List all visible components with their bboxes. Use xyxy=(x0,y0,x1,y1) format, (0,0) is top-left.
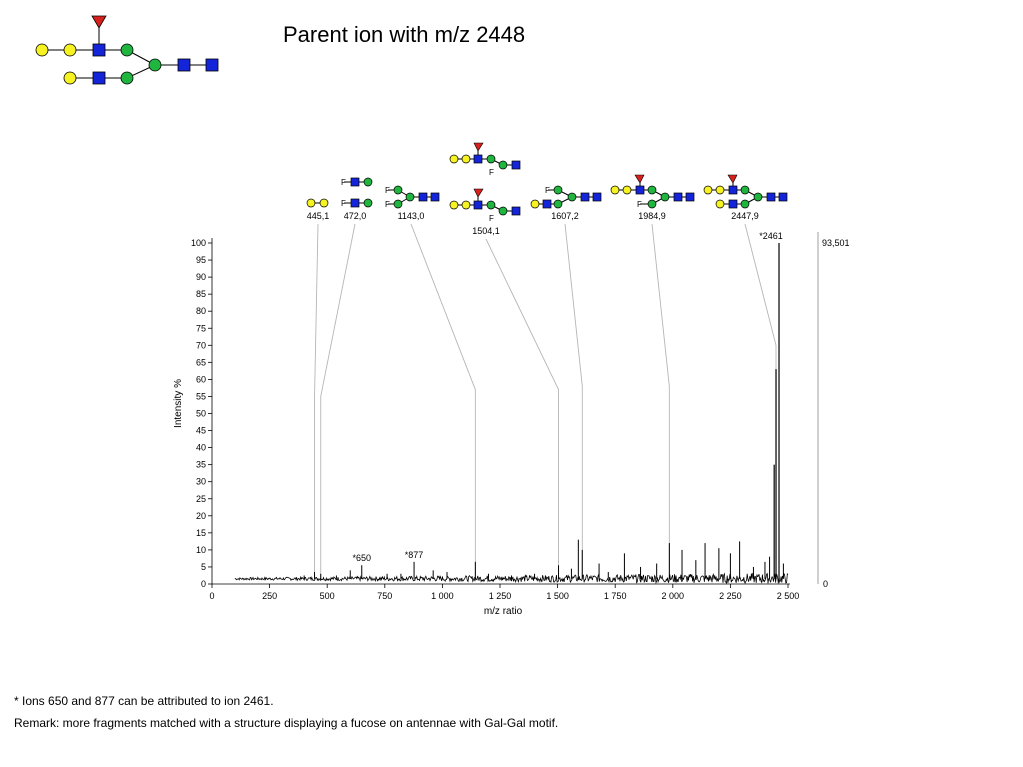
galactose-icon xyxy=(63,71,77,85)
fragment-1504-structure: F xyxy=(449,188,521,223)
x-tick-label: 2 500 xyxy=(777,591,800,601)
y-tick-label: 35 xyxy=(196,460,206,470)
x-tick-label: 2 000 xyxy=(662,591,685,601)
y-tick-label: 20 xyxy=(196,511,206,521)
fragment-leader-line xyxy=(651,223,670,579)
x-tick-label: 1 250 xyxy=(489,591,512,601)
x-tick-label: 500 xyxy=(320,591,335,601)
x-tick-label: 1 000 xyxy=(431,591,454,601)
fragment-leader-line xyxy=(410,223,476,579)
svg-text:F: F xyxy=(545,186,550,195)
mannose-icon xyxy=(148,58,162,72)
y-tick-label: 55 xyxy=(196,391,206,401)
peak-annotation: *2461 xyxy=(759,231,783,241)
x-axis-title: m/z ratio xyxy=(484,606,523,617)
glcnac-icon xyxy=(92,43,106,57)
peak-annotation: *650 xyxy=(352,553,371,563)
y-tick-label: 60 xyxy=(196,374,206,384)
x-tick-label: 750 xyxy=(377,591,392,601)
fragment-1985-structure: F xyxy=(610,174,695,209)
right-axis-bottom-label: 0 xyxy=(823,579,828,589)
x-tick-label: 0 xyxy=(209,591,214,601)
x-tick-label: 250 xyxy=(262,591,277,601)
svg-text:F: F xyxy=(489,168,494,177)
glcnac-icon xyxy=(177,58,191,72)
fragment-leader-line xyxy=(744,223,777,579)
svg-text:F: F xyxy=(637,200,642,209)
glcnac-icon xyxy=(92,71,106,85)
y-tick-label: 15 xyxy=(196,528,206,538)
fragment-mz-label: 445,1 xyxy=(307,211,330,221)
fragment-leader-line xyxy=(564,223,583,579)
fragment-445-structure xyxy=(306,198,329,208)
y-tick-label: 10 xyxy=(196,545,206,555)
fragment-mz-label: 2447,9 xyxy=(731,211,759,221)
galactose-icon xyxy=(35,43,49,57)
galactose-icon xyxy=(63,43,77,57)
y-tick-label: 0 xyxy=(201,579,206,589)
fragment-leader-line xyxy=(314,223,319,579)
mannose-icon xyxy=(120,71,134,85)
y-tick-label: 25 xyxy=(196,494,206,504)
fragment-472-structure: F F xyxy=(341,177,373,208)
fragment-1607-structure: F xyxy=(530,185,602,209)
y-tick-label: 65 xyxy=(196,357,206,367)
y-tick-label: 45 xyxy=(196,426,206,436)
fragment-structures: F F F F xyxy=(306,142,788,223)
fragment-2448-structure xyxy=(703,174,788,209)
footnote-remark: Remark: more fragments matched with a st… xyxy=(14,716,559,730)
x-tick-label: 1 750 xyxy=(604,591,627,601)
y-tick-label: 30 xyxy=(196,477,206,487)
fragment-leader-line xyxy=(320,223,356,579)
peak-annotation: *877 xyxy=(405,550,424,560)
fragment-leader-line xyxy=(485,238,559,579)
mannose-icon xyxy=(120,43,134,57)
glcnac-icon xyxy=(205,58,219,72)
fragment-mz-label: 1504,1 xyxy=(472,226,500,236)
fragment-1504-structure-alt: F xyxy=(449,142,521,177)
mass-spectrum-chart: 0 5 10 15 20 25 30 35 40 45 50 55 60 65 70 75 80 85 90 95 10… xyxy=(173,211,850,617)
right-axis-top-label: 93,501 xyxy=(822,238,850,248)
fragment-mz-label: 472,0 xyxy=(344,211,367,221)
y-tick-label: 95 xyxy=(196,255,206,265)
svg-text:F: F xyxy=(385,186,390,195)
fucose-icon xyxy=(91,15,107,29)
y-tick-label: 75 xyxy=(196,323,206,333)
svg-text:F: F xyxy=(341,178,346,187)
svg-text:F: F xyxy=(341,199,346,208)
y-tick-label: 80 xyxy=(196,306,206,316)
y-tick-label: 70 xyxy=(196,340,206,350)
parent-glycan-structure xyxy=(35,15,219,85)
slide-title: Parent ion with m/z 2448 xyxy=(283,22,526,47)
y-axis-title: Intensity % xyxy=(173,379,184,428)
y-tick-label: 40 xyxy=(196,443,206,453)
footnote-ions: * Ions 650 and 877 can be attributed to … xyxy=(14,694,274,708)
x-tick-label: 1 500 xyxy=(546,591,569,601)
svg-text:F: F xyxy=(489,214,494,223)
svg-text:F: F xyxy=(385,200,390,209)
fragment-mz-label: 1607,2 xyxy=(551,211,579,221)
x-tick-label: 2 250 xyxy=(719,591,742,601)
fragment-mz-label: 1143,0 xyxy=(398,211,425,221)
fragment-1143-structure: F F xyxy=(385,185,440,209)
y-tick-label: 5 xyxy=(201,562,206,572)
y-tick-label: 100 xyxy=(191,238,206,248)
fragment-mz-label: 1984,9 xyxy=(638,211,666,221)
y-tick-label: 50 xyxy=(196,409,206,419)
y-tick-label: 85 xyxy=(196,289,206,299)
y-tick-label: 90 xyxy=(196,272,206,282)
